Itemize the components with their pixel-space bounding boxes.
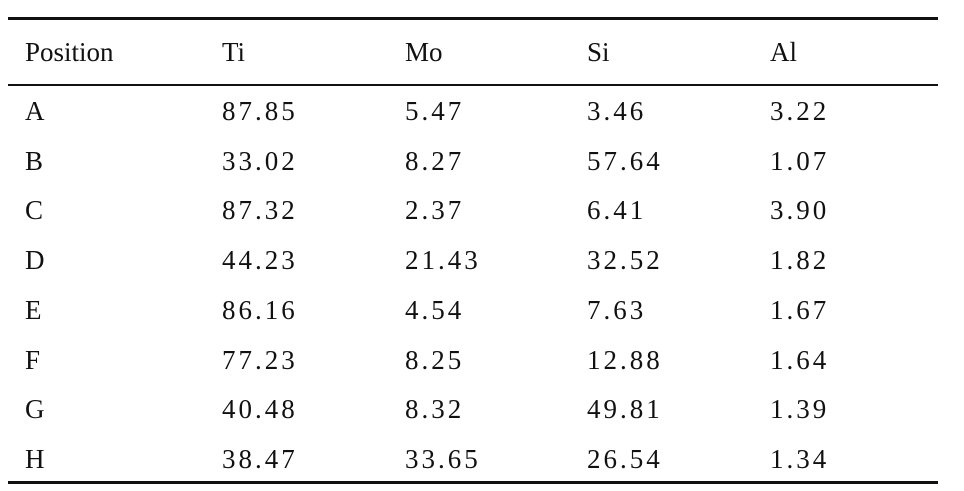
row-label: B: [25, 145, 44, 176]
value-cell: 38.47: [222, 443, 298, 474]
value-cell: 57.64: [587, 145, 663, 176]
header-rule: [8, 84, 938, 86]
row-label: A: [25, 96, 45, 126]
value-cell: 5.47: [405, 96, 465, 126]
value-cell: 8.25: [405, 344, 465, 375]
value-cell: 8.32: [405, 394, 465, 425]
value-cell: 12.88: [587, 344, 663, 375]
header-cell: Al: [770, 37, 797, 67]
value-cell: 1.82: [770, 245, 830, 276]
row-label: G: [25, 394, 45, 425]
value-cell: 86.16: [222, 294, 298, 325]
value-cell: 7.63: [587, 294, 647, 325]
value-cell: 2.37: [405, 195, 465, 226]
value-cell: 32.52: [587, 245, 663, 276]
top-rule: [8, 17, 938, 20]
bottom-rule: [8, 481, 938, 484]
value-cell: 49.81: [587, 394, 663, 425]
value-cell: 26.54: [587, 443, 663, 474]
row-label: D: [25, 245, 45, 276]
value-cell: 33.02: [222, 145, 298, 176]
value-cell: 1.39: [770, 394, 830, 425]
value-cell: 87.85: [222, 96, 298, 126]
value-cell: 4.54: [405, 294, 465, 325]
value-cell: 44.23: [222, 245, 298, 276]
header-cell: Position: [25, 37, 114, 67]
row-label: F: [25, 344, 41, 375]
value-cell: 8.27: [405, 145, 465, 176]
value-cell: 1.07: [770, 145, 830, 176]
value-cell: 3.22: [770, 96, 830, 126]
value-cell: 3.90: [770, 195, 830, 226]
value-cell: 33.65: [405, 443, 481, 474]
row-label: C: [25, 195, 44, 226]
value-cell: 3.46: [587, 96, 647, 126]
header-cell: Mo: [405, 37, 443, 67]
value-cell: 1.67: [770, 294, 830, 325]
value-cell: 1.64: [770, 344, 830, 375]
value-cell: 40.48: [222, 394, 298, 425]
row-label: H: [25, 443, 45, 474]
row-label: E: [25, 294, 42, 325]
value-cell: 6.41: [587, 195, 647, 226]
value-cell: 77.23: [222, 344, 298, 375]
value-cell: 87.32: [222, 195, 298, 226]
value-cell: 1.34: [770, 443, 830, 474]
header-cell: Ti: [222, 37, 246, 67]
value-cell: 21.43: [405, 245, 481, 276]
header-cell: Si: [587, 37, 610, 67]
